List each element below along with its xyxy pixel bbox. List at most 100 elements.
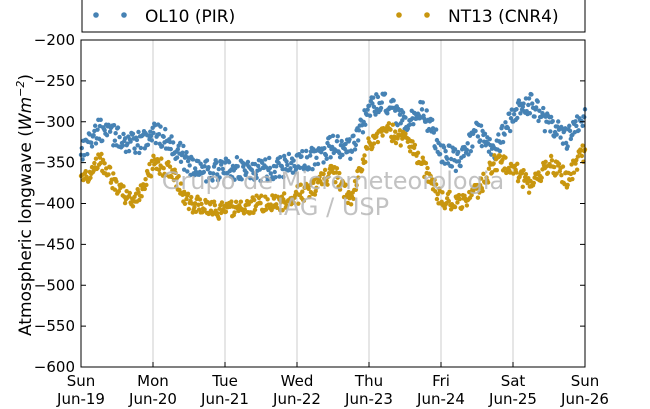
data-point [536,118,541,124]
data-point [433,146,438,151]
data-point [156,132,162,137]
data-point [151,130,156,136]
data-point [158,124,163,129]
x-tick-label-day: Tue [211,372,238,390]
data-point [582,114,587,120]
data-point [382,91,388,96]
data-point [248,176,253,181]
data-point [114,179,119,184]
data-point [217,206,222,212]
data-point [167,164,173,169]
data-point [385,111,390,116]
data-point [556,119,561,124]
data-point [328,155,333,160]
data-point [174,155,180,160]
data-point [300,148,305,154]
data-point [111,143,116,148]
data-point [397,112,403,117]
data-point [470,189,476,194]
data-point [97,155,103,160]
data-point [281,153,287,159]
data-point [449,164,455,169]
data-point [112,187,118,192]
data-point [274,202,279,207]
data-point [354,183,359,188]
data-point [343,182,348,187]
x-tick-label-day: Wed [281,372,314,390]
data-point [91,133,96,138]
data-point [412,142,418,148]
data-point [102,161,107,166]
data-point [353,142,359,148]
watermark-line-2: IAG / USP [277,193,389,221]
data-point [526,102,531,108]
data-point [136,129,141,135]
data-point [390,122,396,127]
x-tick-label-date: Jun-26 [560,390,609,408]
data-point [391,98,396,103]
data-point [403,115,408,120]
y-tick-label: −250 [34,72,75,90]
series-nt13 [78,121,588,221]
data-point [116,188,122,194]
data-point [420,155,425,160]
data-point [430,117,435,122]
data-point [470,144,475,149]
data-point [478,138,483,143]
data-point [565,144,570,149]
data-point [500,139,506,145]
data-point [280,166,285,172]
data-point [337,187,343,192]
data-point [500,157,505,163]
data-point [265,178,270,183]
y-tick-label: −300 [34,113,75,131]
data-point [352,178,358,184]
data-point [159,143,165,149]
data-point [565,182,570,188]
data-point [370,144,375,150]
data-point [190,157,196,162]
data-point [142,186,147,192]
data-point [371,104,377,110]
data-point [252,207,258,212]
data-point [89,164,95,170]
data-point [245,159,251,165]
data-point [85,151,90,157]
data-point [465,141,470,146]
data-point [502,166,507,171]
data-point [317,174,322,180]
y-axis-label-text: Atmospheric longwave ( [16,130,36,336]
data-point [552,164,557,170]
data-point [549,158,555,163]
data-point [526,190,532,195]
data-point [284,203,289,208]
data-point [352,147,358,152]
data-point [178,140,183,146]
data-point [121,184,126,189]
data-point [431,130,436,135]
data-point [307,182,313,188]
data-point [503,120,508,125]
data-point [563,140,569,146]
data-point [169,134,174,139]
data-point [452,147,458,152]
data-point [135,143,140,148]
data-point [550,118,555,124]
data-point [337,150,342,156]
data-point [192,166,198,171]
data-point [242,207,247,212]
data-point [252,197,257,203]
data-point [215,172,220,177]
data-point [339,138,344,144]
data-point [507,111,512,116]
data-point [523,96,529,101]
data-point [161,166,166,171]
data-point [574,157,579,163]
data-point [169,174,174,180]
data-point [541,105,546,111]
x-tick-label-day: Sun [67,372,96,390]
legend-marker-ol10 [93,12,127,18]
data-point [168,146,173,152]
data-point [363,122,368,127]
data-point [560,164,566,169]
